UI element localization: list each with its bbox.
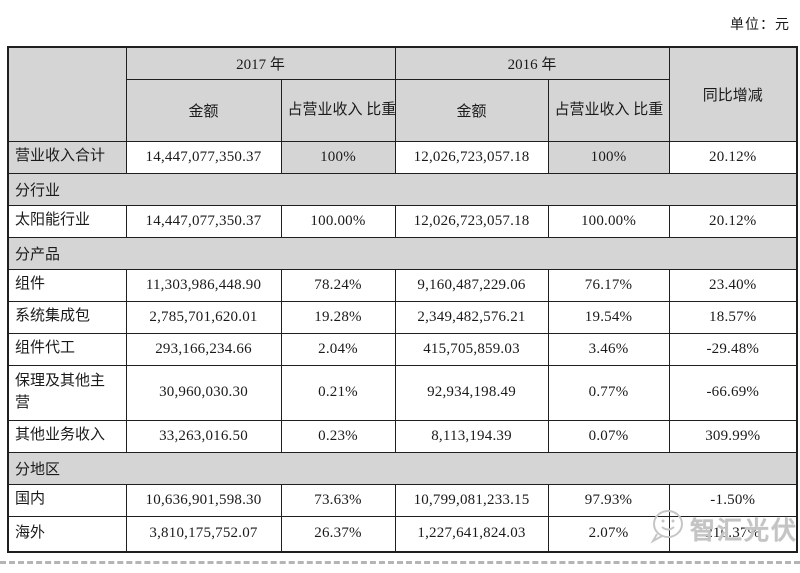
page-tear-line [0,561,800,564]
cell-2016-proportion: 0.77% [547,364,670,421]
cell-2016-amount: 1,227,641,824.03 [394,515,549,553]
header-proportion-2016: 占营业收入 比重 [547,78,670,142]
cell-2017-proportion: 19.28% [280,300,396,334]
table-section-by-product: 分产品 [7,236,798,270]
header-corner-cell [7,46,127,142]
header-proportion-2017: 占营业收入 比重 [280,78,396,142]
cell-2016-proportion: 100% [547,140,670,174]
cell-yoy: -1.50% [668,483,798,517]
row-label: 组件 [7,268,127,302]
cell-2016-amount: 10,799,081,233.15 [394,483,549,517]
cell-2016-amount: 92,934,198.49 [394,364,549,421]
table-row-factoring-other: 保理及其他主营 30,960,030.30 0.21% 92,934,198.4… [7,364,798,421]
table-row-modules: 组件 11,303,986,448.90 78.24% 9,160,487,22… [7,268,798,302]
revenue-breakdown-table: 2017 年 2016 年 同比增减 金额 占营业收入 比重 金额 占营业收入 … [7,46,799,553]
table-row-total-revenue: 营业收入合计 14,447,077,350.37 100% 12,026,723… [7,140,798,174]
table-row-system-integration: 系统集成包 2,785,701,620.01 19.28% 2,349,482,… [7,300,798,334]
cell-2016-proportion: 19.54% [547,300,670,334]
cell-2016-proportion: 76.17% [547,268,670,302]
cell-2017-amount: 2,785,701,620.01 [125,300,282,334]
cell-2017-amount: 11,303,986,448.90 [125,268,282,302]
unit-label: 单位：元 [730,18,790,33]
cell-yoy: 20.12% [668,140,798,174]
table-section-by-industry: 分行业 [7,172,798,206]
cell-2016-amount: 8,113,194.39 [394,419,549,453]
cell-2017-proportion: 26.37% [280,515,396,553]
section-label: 分产品 [7,236,798,270]
cell-2017-proportion: 73.63% [280,483,396,517]
cell-2016-amount: 2,349,482,576.21 [394,300,549,334]
table-row-solar-industry: 太阳能行业 14,447,077,350.37 100.00% 12,026,7… [7,204,798,238]
table-row-module-oem: 组件代工 293,166,234.66 2.04% 415,705,859.03… [7,332,798,366]
row-label: 系统集成包 [7,300,127,334]
cell-2017-amount: 10,636,901,598.30 [125,483,282,517]
header-year-2017: 2017 年 [125,46,396,80]
cell-2016-proportion: 2.07% [547,515,670,553]
cell-2016-proportion: 97.93% [547,483,670,517]
cell-2016-proportion: 0.07% [547,419,670,453]
row-label: 组件代工 [7,332,127,366]
row-label: 太阳能行业 [7,204,127,238]
cell-2016-amount: 9,160,487,229.06 [394,268,549,302]
cell-2017-amount: 30,960,030.30 [125,364,282,421]
row-label: 海外 [7,515,127,553]
header-year-2016: 2016 年 [394,46,670,80]
cell-2017-proportion: 78.24% [280,268,396,302]
table-row-overseas: 海外 3,810,175,752.07 26.37% 1,227,641,824… [7,515,798,553]
cell-2017-amount: 3,810,175,752.07 [125,515,282,553]
cell-2016-proportion: 3.46% [547,332,670,366]
header-amount-2016: 金额 [394,78,549,142]
cell-2017-amount: 33,263,016.50 [125,419,282,453]
cell-2017-proportion: 100.00% [280,204,396,238]
cell-2016-amount: 12,026,723,057.18 [394,204,549,238]
table-row-other-business: 其他业务收入 33,263,016.50 0.23% 8,113,194.39 … [7,419,798,453]
cell-yoy: 18.57% [668,300,798,334]
cell-2017-proportion: 0.23% [280,419,396,453]
section-label: 分行业 [7,172,798,206]
table-row-domestic: 国内 10,636,901,598.30 73.63% 10,799,081,2… [7,483,798,517]
section-label: 分地区 [7,451,798,485]
cell-yoy: -29.48% [668,332,798,366]
row-label: 其他业务收入 [7,419,127,453]
cell-2016-proportion: 100.00% [547,204,670,238]
cell-yoy: 309.99% [668,419,798,453]
header-row-years: 2017 年 2016 年 同比增减 [7,46,798,142]
header-row-measures: 金额 占营业收入 比重 金额 占营业收入 比重 [8,78,797,142]
cell-yoy: 23.40% [668,268,798,302]
cell-yoy: 210.37% [668,515,798,553]
table-section-by-region: 分地区 [7,451,798,485]
cell-2017-proportion: 100% [280,140,396,174]
cell-yoy: -66.69% [668,364,798,421]
cell-yoy: 20.12% [668,204,798,238]
row-label: 保理及其他主营 [7,364,127,421]
cell-2017-amount: 14,447,077,350.37 [125,140,282,174]
header-yoy: 同比增减 [668,46,798,142]
row-label: 国内 [7,483,127,517]
row-label: 营业收入合计 [7,140,127,174]
header-amount-2017: 金额 [125,78,282,142]
cell-2016-amount: 12,026,723,057.18 [394,140,549,174]
cell-2016-amount: 415,705,859.03 [394,332,549,366]
cell-2017-amount: 14,447,077,350.37 [125,204,282,238]
cell-2017-proportion: 0.21% [280,364,396,421]
cell-2017-proportion: 2.04% [280,332,396,366]
cell-2017-amount: 293,166,234.66 [125,332,282,366]
